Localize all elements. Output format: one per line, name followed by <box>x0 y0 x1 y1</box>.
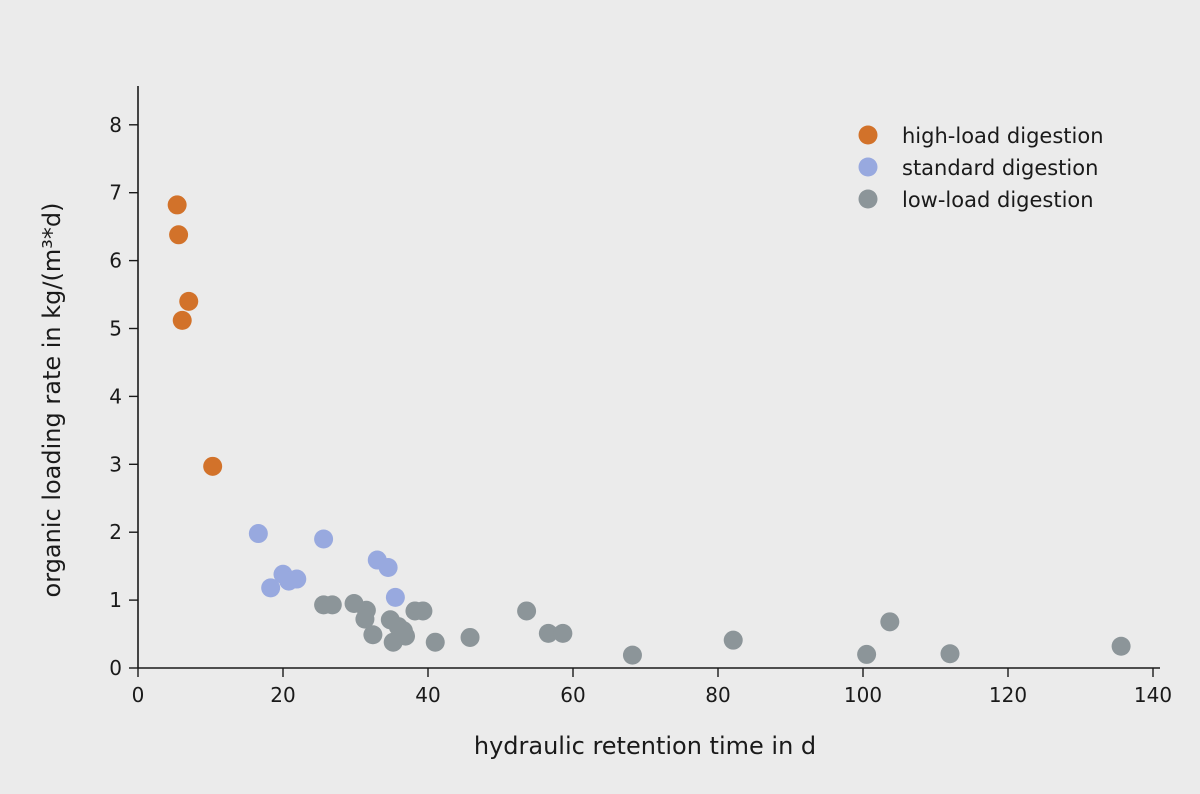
data-point <box>363 625 383 645</box>
y-tick-label: 8 <box>109 113 122 137</box>
data-point <box>857 644 877 664</box>
data-point <box>383 632 403 652</box>
y-tick-label: 1 <box>109 588 122 612</box>
x-tick-label: 20 <box>270 683 295 707</box>
data-point <box>279 571 299 591</box>
x-tick-label: 120 <box>989 683 1027 707</box>
tick-labels: 0 20 40 60 80 100 120 140 0 1 2 3 4 5 6 7 8 <box>109 113 1172 707</box>
y-tick-label: 6 <box>109 249 122 273</box>
legend-label: standard digestion <box>902 156 1098 180</box>
data-point <box>413 601 433 621</box>
data-point <box>322 595 342 615</box>
axes <box>137 86 1160 669</box>
x-tick-label: 140 <box>1134 683 1172 707</box>
y-tick-label: 7 <box>109 181 122 205</box>
data-point <box>880 612 900 632</box>
data-point <box>167 195 187 215</box>
legend-label: high-load digestion <box>902 124 1104 148</box>
x-tick-label: 0 <box>132 683 145 707</box>
legend-marker <box>858 157 878 177</box>
data-point <box>538 623 558 643</box>
data-point <box>179 291 199 311</box>
legend-marker <box>858 125 878 145</box>
data-point <box>172 310 192 330</box>
data-point <box>261 578 281 598</box>
y-tick-label: 2 <box>109 520 122 544</box>
legend-marker <box>858 189 878 209</box>
data-point <box>378 558 398 578</box>
y-tick-label: 3 <box>109 452 122 476</box>
x-tick-label: 40 <box>415 683 440 707</box>
legend: high-load digestion standard digestion low… <box>858 124 1104 212</box>
data-point <box>723 630 743 650</box>
x-tick-label: 100 <box>844 683 882 707</box>
y-tick-label: 5 <box>109 317 122 341</box>
data-point <box>355 609 375 629</box>
data-point <box>622 645 642 665</box>
data-point <box>248 524 268 544</box>
legend-label: low-load digestion <box>902 188 1094 212</box>
x-tick-label: 60 <box>560 683 585 707</box>
data-point <box>1111 636 1131 656</box>
data-point <box>314 529 334 549</box>
data-point <box>553 623 573 643</box>
data-point <box>940 644 960 664</box>
data-point <box>203 456 223 476</box>
x-axis-title: hydraulic retention time in d <box>474 732 816 760</box>
y-tick-label: 0 <box>109 656 122 680</box>
data-point <box>385 587 405 607</box>
y-axis-title: organic loading rate in kg/(m³*d) <box>38 203 66 598</box>
data-point <box>425 632 445 652</box>
data-point <box>169 225 189 245</box>
x-tick-label: 80 <box>705 683 730 707</box>
data-points <box>167 195 1131 665</box>
y-tick-label: 4 <box>109 384 122 408</box>
data-point <box>517 601 537 621</box>
data-point <box>460 627 480 647</box>
